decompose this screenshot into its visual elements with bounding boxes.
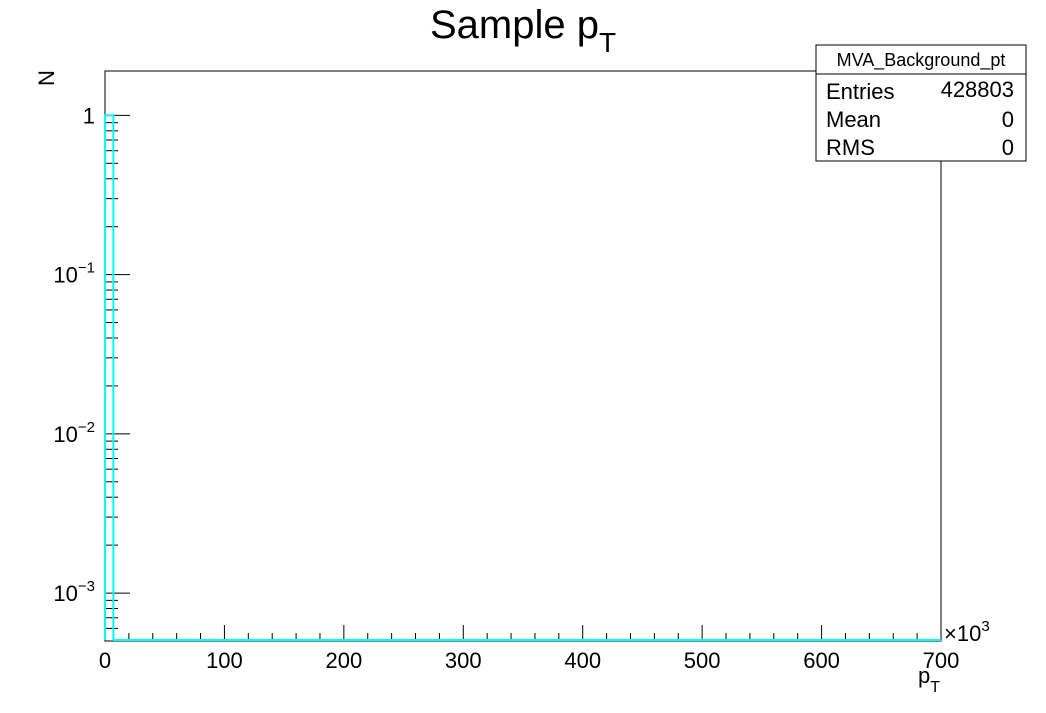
x-tick-label: 400 [564, 648, 601, 673]
x-axis-multiplier: ×103 [944, 618, 990, 646]
x-tick-label: 200 [325, 648, 362, 673]
stats-mean-value: 0 [1002, 107, 1014, 132]
chart-title: Sample pT [430, 3, 616, 58]
x-tick-label: 600 [803, 648, 840, 673]
stats-mean-label: Mean [826, 107, 881, 132]
x-axis-multiplier-base: ×10 [944, 621, 981, 646]
y-axis-ticks [105, 114, 130, 642]
chart-title-main: Sample p [430, 3, 599, 47]
stats-entries-value: 428803 [941, 77, 1014, 102]
stats-rms-value: 0 [1002, 135, 1014, 160]
stats-box-title: MVA_Background_pt [837, 50, 1006, 71]
y-tick-label: 10−2 [53, 419, 95, 447]
y-tick-label: 10−3 [53, 578, 95, 606]
x-tick-label: 100 [206, 648, 243, 673]
stats-box-frame [815, 44, 1027, 162]
x-axis-multiplier-exp: 3 [981, 618, 989, 635]
x-tick-label: 0 [99, 648, 111, 673]
y-axis-label: N [34, 70, 59, 86]
histogram-line [104, 114, 941, 641]
stats-rms-label: RMS [826, 135, 875, 160]
x-axis-label-main: p [918, 663, 930, 688]
y-axis-tick-labels: 1 10−1 10−2 10−3 [53, 103, 95, 606]
y-tick-label: 1 [83, 103, 95, 128]
x-axis-ticks [104, 625, 942, 641]
y-tick-label: 10−1 [53, 260, 95, 288]
histogram-series [104, 114, 941, 641]
stats-box: MVA_Background_pt Entries 428803 Mean 0 … [815, 44, 1027, 162]
x-tick-label: 500 [684, 648, 721, 673]
x-axis-label-sub: T [930, 679, 940, 696]
x-axis-label: pT [918, 663, 940, 696]
stats-entries-label: Entries [826, 79, 894, 104]
x-tick-label: 300 [445, 648, 482, 673]
x-tick-label: 700 [923, 648, 960, 673]
chart-title-sub: T [599, 27, 616, 58]
x-axis-tick-labels: 0 100 200 300 400 500 600 700 [99, 648, 959, 673]
